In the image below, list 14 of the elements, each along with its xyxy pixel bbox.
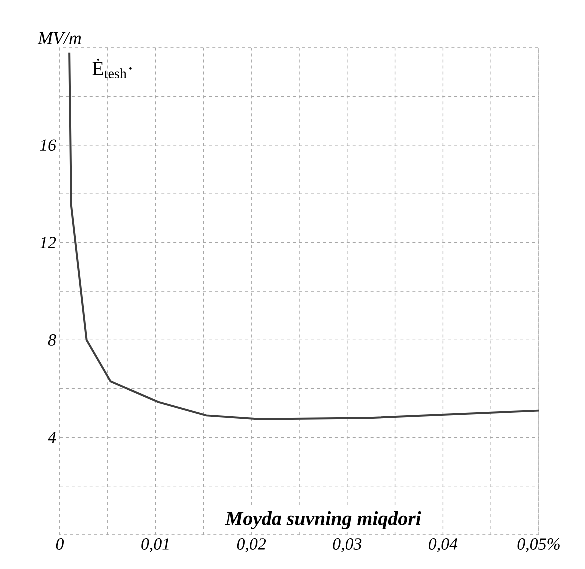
x-tick-label: 0,01 (142, 538, 169, 552)
x-axis-title: Moyda suvning miqdori (225, 511, 422, 530)
y-tick-label: 4 (48, 432, 56, 444)
x-tick-label: 0,05% (518, 538, 560, 552)
y-tick-label: 12 (40, 237, 56, 248)
y-tick-label: 16 (40, 140, 56, 152)
x-tick-label: 0 (56, 538, 64, 550)
line-series (68, 52, 539, 420)
x-tick-label: 0,03 (333, 538, 362, 552)
x-tick-label: 0,02 (237, 538, 266, 552)
y-axis-title: MV/m (38, 32, 82, 44)
x-tick-label: 0,04 (429, 538, 458, 552)
annotation: Ė$_{tesh}$· (92, 58, 132, 79)
y-tick-label: 8 (48, 334, 56, 346)
